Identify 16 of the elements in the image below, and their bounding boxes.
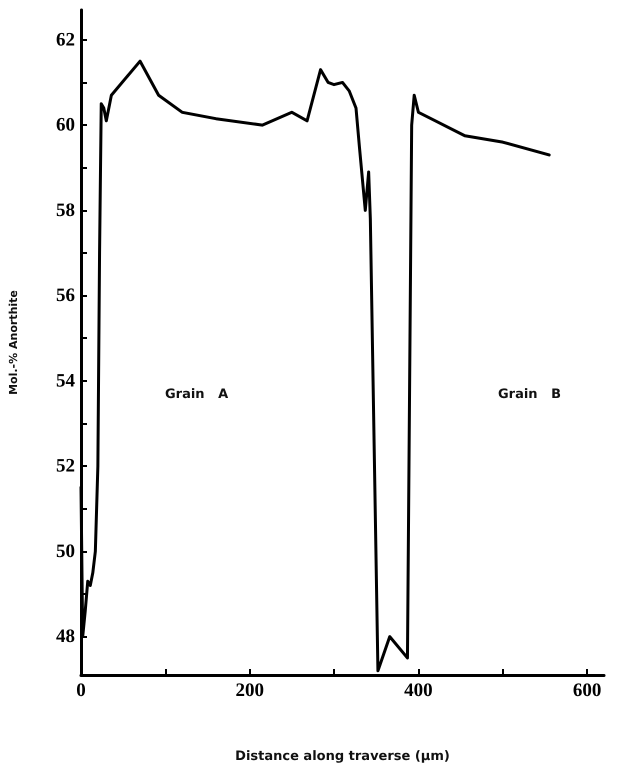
annotation: Grain B [498,387,562,402]
y-axis-title: Mol.-% Anorthite [7,290,20,395]
y-tick-label: 48 [56,626,75,648]
y-tick-label: 54 [56,370,76,392]
y-tick-label: 60 [56,114,75,136]
x-tick-label: 0 [76,680,86,701]
y-tick-label: 52 [56,456,75,477]
x-tick-label: 200 [235,680,264,701]
y-tick-label: 58 [56,200,75,221]
x-tick-label: 600 [572,680,602,701]
y-tick-label: 50 [56,540,75,562]
y-tick-label: 56 [56,285,75,306]
x-axis-title: Distance along traverse (µm) [235,749,450,764]
annotation: Grain A [164,387,228,402]
y-tick-label: 62 [56,29,75,50]
x-tick-label: 400 [404,680,433,701]
